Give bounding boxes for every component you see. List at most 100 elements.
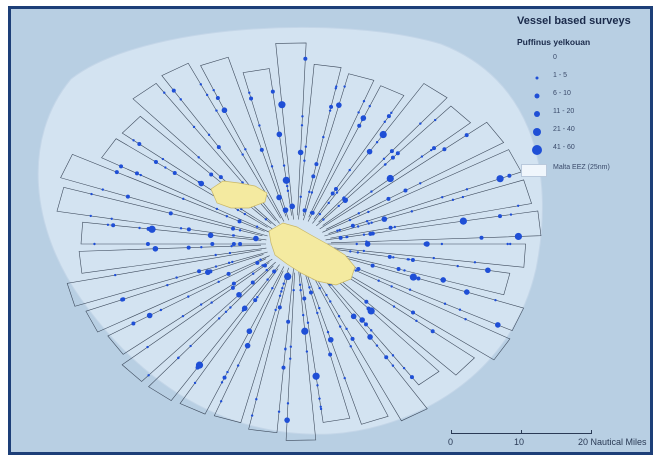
sighting-point: [297, 149, 304, 156]
transect-line: [325, 247, 511, 296]
sighting-point: [159, 308, 163, 312]
sighting-point: [316, 384, 319, 387]
legend-label: 41 - 60: [553, 144, 575, 151]
sighting-point: [209, 172, 214, 177]
sighting-point: [230, 244, 233, 248]
sighting-point: [370, 329, 373, 332]
sighting-point: [391, 364, 395, 367]
sighting-point: [306, 321, 310, 324]
sighting-point: [285, 184, 289, 188]
sighting-point: [433, 118, 437, 122]
sighting-point: [225, 215, 229, 218]
legend-eez: Malta EEZ (25nm): [517, 161, 650, 179]
sighting-point: [416, 276, 421, 281]
sighting-point: [237, 219, 242, 224]
sighting-point: [228, 251, 232, 255]
sighting-point: [432, 256, 435, 260]
transect-line: [200, 56, 287, 222]
sighting-point: [192, 125, 196, 129]
map-canvas[interactable]: [11, 9, 650, 452]
sighting-point: [396, 267, 401, 272]
legend-label: 1 - 5: [553, 72, 568, 79]
legend-class-4: 21 - 40: [517, 123, 650, 141]
sighting-point: [311, 174, 316, 179]
eez-swatch: [521, 164, 547, 177]
transect-line: [107, 258, 273, 355]
sighting-point: [441, 196, 444, 199]
sighting-point: [161, 157, 165, 161]
transect-line: [285, 268, 317, 441]
transect-line: [60, 153, 268, 237]
legend-label: 0: [553, 54, 557, 61]
sighting-point: [363, 322, 368, 327]
sighting-point: [284, 347, 287, 350]
sighting-point: [360, 115, 367, 121]
sighting-point: [200, 246, 203, 249]
sighting-point: [216, 145, 221, 150]
sighting-point: [186, 245, 191, 250]
sighting-point: [193, 381, 197, 385]
sighting-point: [348, 218, 352, 222]
transect-line: [319, 258, 475, 376]
sighting-point: [388, 225, 393, 230]
transect-line: [275, 42, 307, 220]
sighting-point: [286, 402, 290, 405]
sighting-point: [337, 315, 341, 318]
sighting-point: [357, 123, 362, 128]
sighting-point: [106, 223, 110, 226]
sighting-point: [276, 194, 282, 201]
sighting-point: [326, 330, 330, 334]
scale-label-10: 10: [514, 437, 525, 447]
sighting-point: [197, 180, 201, 184]
sighting-point: [329, 300, 332, 303]
sighting-point: [139, 173, 142, 177]
transect-line: [66, 249, 268, 307]
sighting-point: [348, 168, 351, 172]
sighting-point: [301, 313, 305, 317]
sighting-point: [238, 229, 242, 232]
sighting-point: [248, 91, 251, 94]
sighting-point: [343, 376, 346, 380]
sighting-point: [226, 370, 229, 374]
sighting-point: [350, 223, 355, 228]
sighting-point: [465, 188, 469, 191]
sighting-point: [408, 288, 412, 291]
sighting-point: [145, 242, 150, 246]
sighting-point: [308, 286, 311, 289]
sighting-point: [186, 227, 191, 232]
sighting-point: [349, 345, 352, 348]
sighting-point: [391, 354, 395, 357]
sighting-point: [430, 329, 435, 334]
sighting-point: [440, 242, 444, 246]
sighting-point: [236, 291, 242, 298]
sighting-point: [119, 164, 124, 169]
sighting-point: [365, 220, 369, 223]
sighting-point: [367, 307, 375, 315]
sighting-point: [367, 222, 370, 225]
transect-line: [325, 210, 542, 244]
sighting-point: [226, 271, 231, 276]
sighting-point: [440, 277, 447, 283]
sighting-point: [220, 381, 224, 384]
sighting-point: [210, 301, 213, 304]
sighting-point: [392, 305, 396, 308]
sighting-point: [231, 260, 234, 264]
scale-tick: [451, 430, 452, 434]
sighting-point: [316, 311, 319, 315]
sighting-point: [164, 166, 167, 169]
sighting-point: [516, 204, 520, 208]
sighting-point: [461, 195, 465, 199]
legend-class-2: 6 - 10: [517, 87, 650, 105]
sighting-point: [423, 242, 428, 246]
sighting-point: [338, 235, 343, 240]
sighting-point: [241, 181, 244, 184]
scale-tick: [591, 430, 592, 434]
sighting-point: [384, 163, 387, 166]
sighting-point: [485, 267, 491, 274]
transect-line: [324, 251, 525, 332]
transect-line: [179, 266, 285, 415]
sighting-point: [277, 305, 282, 310]
sighting-point: [238, 242, 243, 246]
sighting-point: [509, 242, 512, 246]
sighting-point: [443, 302, 447, 305]
